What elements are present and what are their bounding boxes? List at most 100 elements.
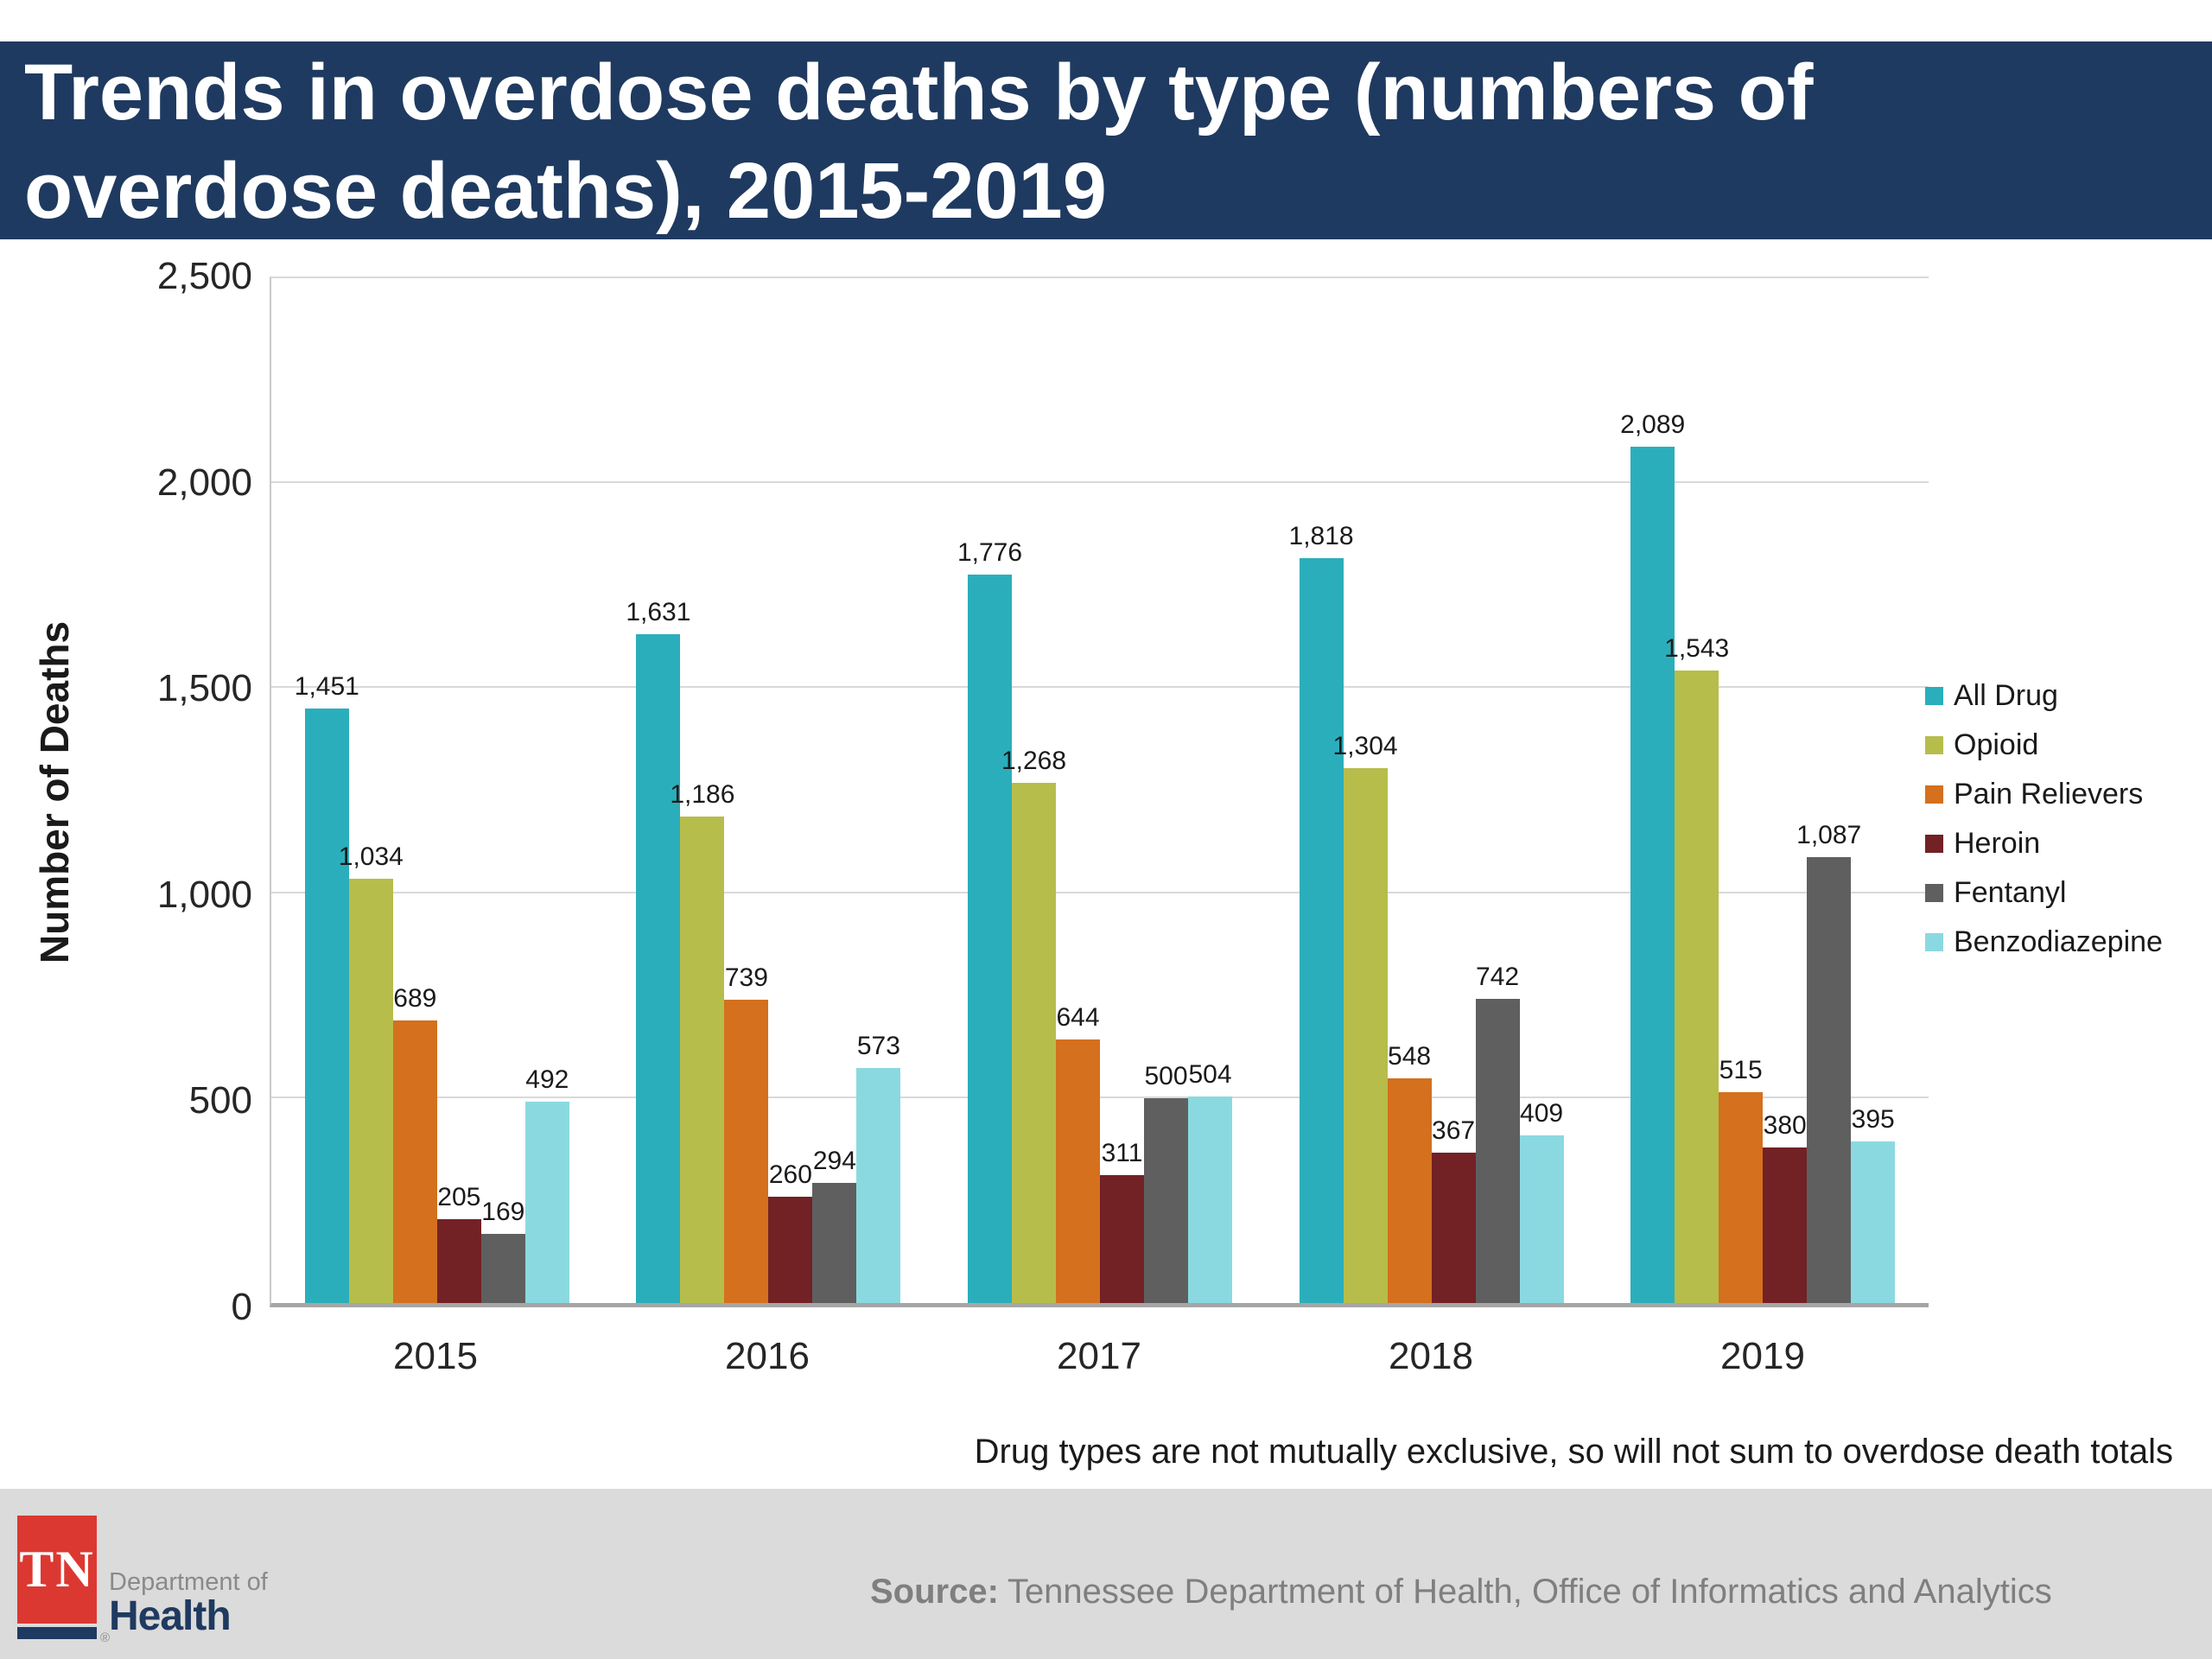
- legend-swatch-pain-relievers: [1925, 785, 1943, 804]
- bar-pain-relievers-2019: 515: [1719, 1056, 1764, 1303]
- legend-item-opioid: Opioid: [1925, 728, 2163, 762]
- bar-opioid-2017: 1,268: [1001, 747, 1066, 1303]
- y-axis-ticks: 0 500 1,000 1,500 2,000 2,500: [78, 255, 252, 1328]
- legend-label-all-drug: All Drug: [1954, 679, 2058, 712]
- bar-value-label: 311: [1101, 1139, 1143, 1168]
- bar-all-drug-2017: 1,776: [957, 538, 1022, 1303]
- legend-swatch-all-drug: [1925, 687, 1943, 705]
- bar-value-label: 2,089: [1620, 410, 1686, 439]
- bar-pain-relievers-2017: 644: [1055, 1003, 1100, 1303]
- x-axis-label-2017: 2017: [1057, 1335, 1141, 1377]
- legend-label-heroin: Heroin: [1954, 827, 2041, 860]
- bar-value-label: 742: [1476, 963, 1520, 991]
- bar-value-label: 260: [768, 1160, 812, 1189]
- bar-pain-relievers-2015: 689: [392, 984, 437, 1303]
- bar-value-label: 1,087: [1796, 821, 1862, 850]
- bar-value-label: 1,818: [1288, 521, 1354, 550]
- tn-logo-text: TN: [19, 1541, 95, 1598]
- legend-swatch-heroin: [1925, 835, 1943, 853]
- source-text: Tennessee Department of Health, Office o…: [1007, 1573, 2052, 1611]
- bar-fentanyl-2016: 294: [812, 1147, 857, 1303]
- bar-heroin-2015: 205: [436, 1183, 481, 1303]
- bar-benzodiazepine-2015: 492: [524, 1065, 569, 1303]
- bar-group-2017: 1,776 1,268 644 311 500 504: [934, 278, 1266, 1303]
- bar-groups: 1,451 1,034 689 205 169 492 1,631 1,186 739 260 29…: [271, 278, 1929, 1303]
- x-axis-label-2019: 2019: [1720, 1335, 1805, 1377]
- x-axis-labels: 2015 2016 2017 2018 2019: [270, 1335, 1929, 1378]
- gridline-2000: [271, 481, 1929, 484]
- bar-opioid-2016: 1,186: [670, 780, 734, 1303]
- bar-pain-relievers-2018: 548: [1387, 1042, 1432, 1303]
- bar-value-label: 500: [1144, 1061, 1188, 1090]
- bar-group-2016: 1,631 1,186 739 260 294 573: [603, 278, 935, 1303]
- legend-item-benzodiazepine: Benzodiazepine: [1925, 925, 2163, 959]
- bar-value-label: 169: [481, 1197, 525, 1226]
- legend-swatch-fentanyl: [1925, 884, 1943, 902]
- bar-value-label: 504: [1188, 1059, 1232, 1089]
- bar-fentanyl-2015: 169: [480, 1198, 525, 1303]
- page-title-line2: overdose deaths), 2015-2019: [24, 147, 1107, 235]
- bar-value-label: 380: [1763, 1110, 1807, 1140]
- bar-value-label: 1,186: [670, 780, 735, 810]
- bar-heroin-2018: 367: [1431, 1116, 1476, 1303]
- bar-value-label: 644: [1056, 1002, 1100, 1032]
- bar-pain-relievers-2016: 739: [724, 963, 769, 1303]
- plot-area: 1,451 1,034 689 205 169 492 1,631 1,186 739 260 29…: [270, 276, 1929, 1307]
- title-bar: Trends in overdose deaths by type (numbe…: [0, 41, 2212, 239]
- gridline-1500: [271, 686, 1929, 689]
- bar-value-label: 205: [437, 1182, 481, 1211]
- bar-fentanyl-2019: 1,087: [1796, 821, 1861, 1303]
- gridline-500: [271, 1096, 1929, 1098]
- source-line: Source: Tennessee Department of Health, O…: [870, 1573, 2052, 1611]
- source-label: Source:: [870, 1573, 999, 1611]
- bar-fentanyl-2017: 500: [1143, 1062, 1188, 1303]
- bar-value-label: 1,543: [1664, 634, 1730, 664]
- y-tick-500: 500: [188, 1079, 252, 1122]
- bar-value-label: 492: [525, 1065, 569, 1094]
- x-axis-label-2015: 2015: [393, 1335, 478, 1377]
- department-of-label: Department of: [109, 1568, 268, 1596]
- legend-label-benzodiazepine: Benzodiazepine: [1954, 925, 2163, 958]
- bar-heroin-2017: 311: [1099, 1139, 1144, 1303]
- bar-value-label: 689: [393, 984, 437, 1014]
- legend-swatch-opioid: [1925, 736, 1943, 754]
- bar-group-2019: 2,089 1,543 515 380 1,087 395: [1597, 278, 1929, 1303]
- bar-value-label: 739: [724, 963, 768, 993]
- bar-value-label: 409: [1520, 1098, 1564, 1128]
- legend-item-fentanyl: Fentanyl: [1925, 876, 2163, 910]
- bar-value-label: 294: [812, 1146, 856, 1175]
- y-tick-2500: 2,500: [156, 255, 252, 297]
- bar-all-drug-2016: 1,631: [626, 598, 690, 1303]
- bar-value-label: 1,268: [1001, 747, 1067, 776]
- bar-value-label: 1,304: [1332, 732, 1398, 761]
- bar-benzodiazepine-2018: 409: [1519, 1099, 1564, 1303]
- bar-opioid-2019: 1,543: [1664, 634, 1729, 1303]
- bar-group-2018: 1,818 1,304 548 367 742 409: [1266, 278, 1598, 1303]
- legend-label-opioid: Opioid: [1954, 728, 2039, 761]
- y-axis-title-text: Number of Deaths: [32, 620, 78, 963]
- tn-logo-underline: [17, 1627, 97, 1639]
- y-tick-1500: 1,500: [156, 667, 252, 710]
- health-label: Health: [109, 1593, 232, 1639]
- bar-value-label: 1,776: [957, 538, 1023, 568]
- bar-benzodiazepine-2017: 504: [1187, 1060, 1232, 1303]
- y-tick-1000: 1,000: [156, 873, 252, 916]
- bar-value-label: 515: [1719, 1055, 1763, 1084]
- bar-heroin-2019: 380: [1763, 1111, 1808, 1303]
- legend: All Drug Opioid Pain Relievers Heroin Fentan…: [1925, 679, 2163, 959]
- bar-heroin-2016: 260: [768, 1160, 813, 1303]
- y-tick-2000: 2,000: [156, 461, 252, 504]
- footnote: Drug types are not mutually exclusive, s…: [974, 1433, 2173, 1471]
- bar-value-label: 1,451: [294, 671, 359, 701]
- x-axis-label-2016: 2016: [725, 1335, 810, 1377]
- y-axis-title: Number of Deaths: [24, 276, 85, 1307]
- bar-fentanyl-2018: 742: [1475, 963, 1520, 1303]
- bar-value-label: 1,034: [338, 842, 404, 872]
- bar-value-label: 573: [856, 1032, 900, 1061]
- x-axis-label-2018: 2018: [1389, 1335, 1473, 1377]
- bar-value-label: 367: [1432, 1116, 1476, 1145]
- bar-value-label: 395: [1851, 1104, 1895, 1134]
- bar-opioid-2018: 1,304: [1333, 732, 1398, 1303]
- bar-benzodiazepine-2016: 573: [856, 1032, 901, 1303]
- y-tick-0: 0: [231, 1286, 252, 1328]
